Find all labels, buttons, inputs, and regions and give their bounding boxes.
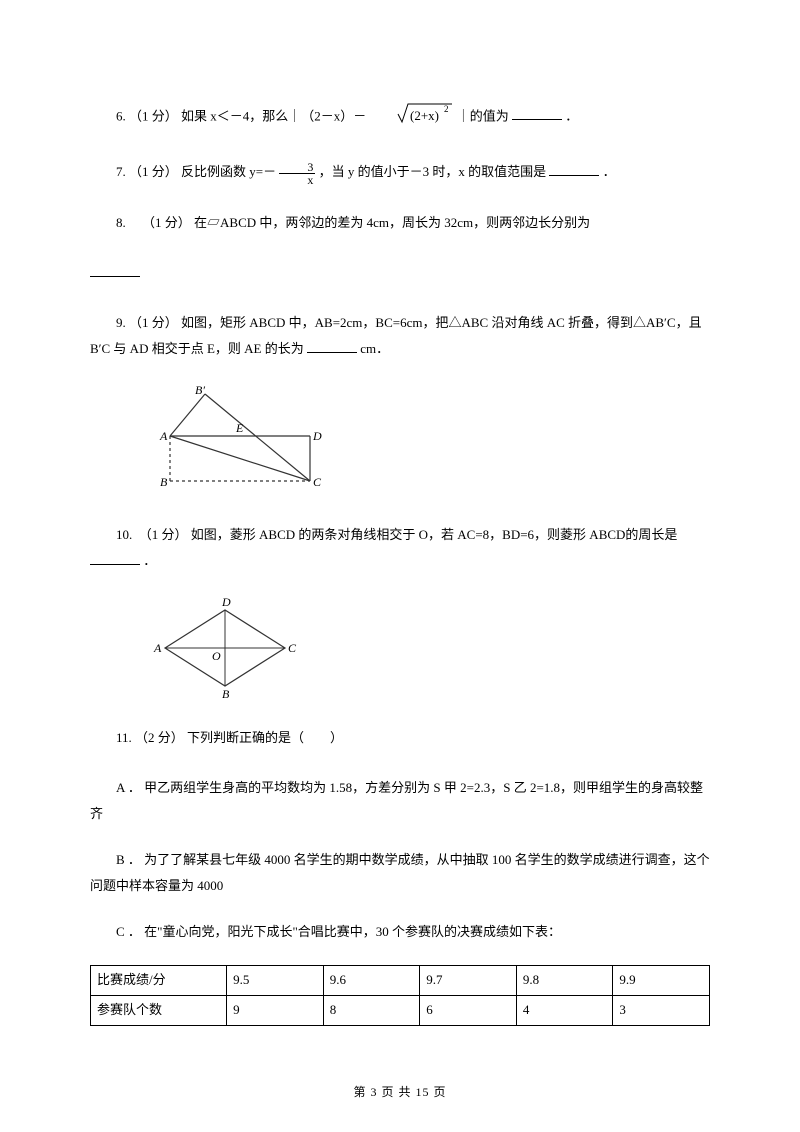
table-row: 参赛队个数 9 8 6 4 3 <box>91 995 710 1025</box>
option-c[interactable]: C ． 在"童心向党，阳光下成长"合唱比赛中，30 个参赛队的决赛成绩如下表： <box>90 919 710 945</box>
q6-t3: ． <box>565 108 578 123</box>
q11-t1: 下列判断正确的是（ ） <box>187 730 343 745</box>
q7-t3: ． <box>603 164 616 179</box>
label-B: B <box>160 475 168 489</box>
q6-t1: 如果 x＜－4，那么｜（2－x）－ <box>181 108 370 123</box>
question-11: 11. （2 分） 下列判断正确的是（ ） <box>90 725 710 751</box>
question-10: 10. （1 分） 如图，菱形 ABCD 的两条对角线相交于 O，若 AC=8，… <box>90 522 710 574</box>
q10-t2: ． <box>143 553 156 568</box>
label-B: B <box>222 687 230 698</box>
blank-fill[interactable] <box>90 552 140 565</box>
page-number: 第 3 页 共 15 页 <box>353 1085 446 1099</box>
label-D: D <box>312 429 322 443</box>
option-a-text: 甲乙两组学生身高的平均数均为 1.58，方差分别为 S 甲 2=2.3，S 乙 … <box>90 780 703 821</box>
table-cell: 3 <box>613 995 710 1025</box>
table-cell: 9.7 <box>420 966 517 996</box>
q8-num: 8. <box>116 215 126 230</box>
option-c-text: 在"童心向党，阳光下成长"合唱比赛中，30 个参赛队的决赛成绩如下表： <box>144 924 561 939</box>
table-cell: 4 <box>516 995 613 1025</box>
q6-t2: ｜的值为 <box>457 108 509 123</box>
label-C: C <box>313 475 322 489</box>
table-cell: 9.8 <box>516 966 613 996</box>
option-c-label: C ． <box>116 924 141 939</box>
q8-pts: （1 分） <box>142 215 191 230</box>
blank-fill[interactable] <box>549 163 599 176</box>
table-cell: 6 <box>420 995 517 1025</box>
table-cell: 8 <box>323 995 420 1025</box>
figure-q10: A C D B O <box>150 598 710 705</box>
blank-fill[interactable] <box>90 264 140 277</box>
table-cell: 9.9 <box>613 966 710 996</box>
label-A: A <box>153 641 162 655</box>
option-a-label: A ． <box>116 780 141 795</box>
table-cell: 9 <box>227 995 324 1025</box>
q10-t1: 如图，菱形 ABCD 的两条对角线相交于 O，若 AC=8，BD=6，则菱形 A… <box>191 527 678 542</box>
table-cell: 9.5 <box>227 966 324 996</box>
option-b[interactable]: B ． 为了了解某县七年级 4000 名学生的期中数学成绩，从中抽取 100 名… <box>90 847 710 899</box>
q9-pts: （1 分） <box>129 315 178 330</box>
q9-num: 9. <box>116 315 126 330</box>
question-8: 8. （1 分） 在▱ABCD 中，两邻边的差为 4cm，周长为 32cm，则两… <box>90 210 710 236</box>
svg-text:(2+x): (2+x) <box>410 108 439 123</box>
q7-t1: 反比例函数 y=－ <box>181 164 279 179</box>
q9-t2: cm． <box>360 341 389 356</box>
q11-num: 11. <box>116 730 132 745</box>
q6-pts: （1 分） <box>129 108 178 123</box>
q10-num: 10. <box>116 527 132 542</box>
label-C: C <box>288 641 297 655</box>
q9-t1: 如图，矩形 ABCD 中，AB=2cm，BC=6cm，把△ABC 沿对角线 AC… <box>90 315 702 356</box>
fraction-icon: 3 x <box>279 161 315 186</box>
table-row: 比赛成绩/分 9.5 9.6 9.7 9.8 9.9 <box>91 966 710 996</box>
question-6: 6. （1 分） 如果 x＜－4，那么｜（2－x）－ (2+x) 2 ｜的值为 … <box>90 100 710 135</box>
blank-fill[interactable] <box>307 340 357 353</box>
label-O: O <box>212 649 221 663</box>
frac-num: 3 <box>279 161 315 174</box>
table-cell: 9.6 <box>323 966 420 996</box>
blank-fill[interactable] <box>512 107 562 120</box>
table-cell: 比赛成绩/分 <box>91 966 227 996</box>
svg-text:2: 2 <box>444 104 449 114</box>
figure-q9: A B B′ C D E <box>150 386 710 503</box>
question-7: 7. （1 分） 反比例函数 y=－ 3 x ，当 y 的值小于－3 时，x 的… <box>90 159 710 186</box>
label-A: A <box>159 429 168 443</box>
q7-pts: （1 分） <box>129 164 178 179</box>
question-8-blank <box>90 260 710 286</box>
frac-den: x <box>279 174 315 186</box>
table-cell: 参赛队个数 <box>91 995 227 1025</box>
question-9: 9. （1 分） 如图，矩形 ABCD 中，AB=2cm，BC=6cm，把△AB… <box>90 310 710 362</box>
label-D: D <box>221 598 231 609</box>
sqrt-expr-icon: (2+x) 2 <box>370 100 454 135</box>
q6-num: 6. <box>116 108 126 123</box>
option-a[interactable]: A ． 甲乙两组学生身高的平均数均为 1.58，方差分别为 S 甲 2=2.3，… <box>90 775 710 827</box>
label-Bp: B′ <box>195 386 205 397</box>
score-table: 比赛成绩/分 9.5 9.6 9.7 9.8 9.9 参赛队个数 9 8 6 4… <box>90 965 710 1026</box>
q10-pts: （1 分） <box>139 527 188 542</box>
q7-t2: ，当 y 的值小于－3 时，x 的取值范围是 <box>319 164 547 179</box>
q8-t1: 在▱ABCD 中，两邻边的差为 4cm，周长为 32cm，则两邻边长分别为 <box>194 215 590 230</box>
label-E: E <box>235 421 244 435</box>
option-b-text: 为了了解某县七年级 4000 名学生的期中数学成绩，从中抽取 100 名学生的数… <box>90 852 710 893</box>
q11-pts: （2 分） <box>135 730 184 745</box>
page-footer: 第 3 页 共 15 页 <box>0 1083 800 1102</box>
option-b-label: B ． <box>116 852 141 867</box>
q7-num: 7. <box>116 164 126 179</box>
